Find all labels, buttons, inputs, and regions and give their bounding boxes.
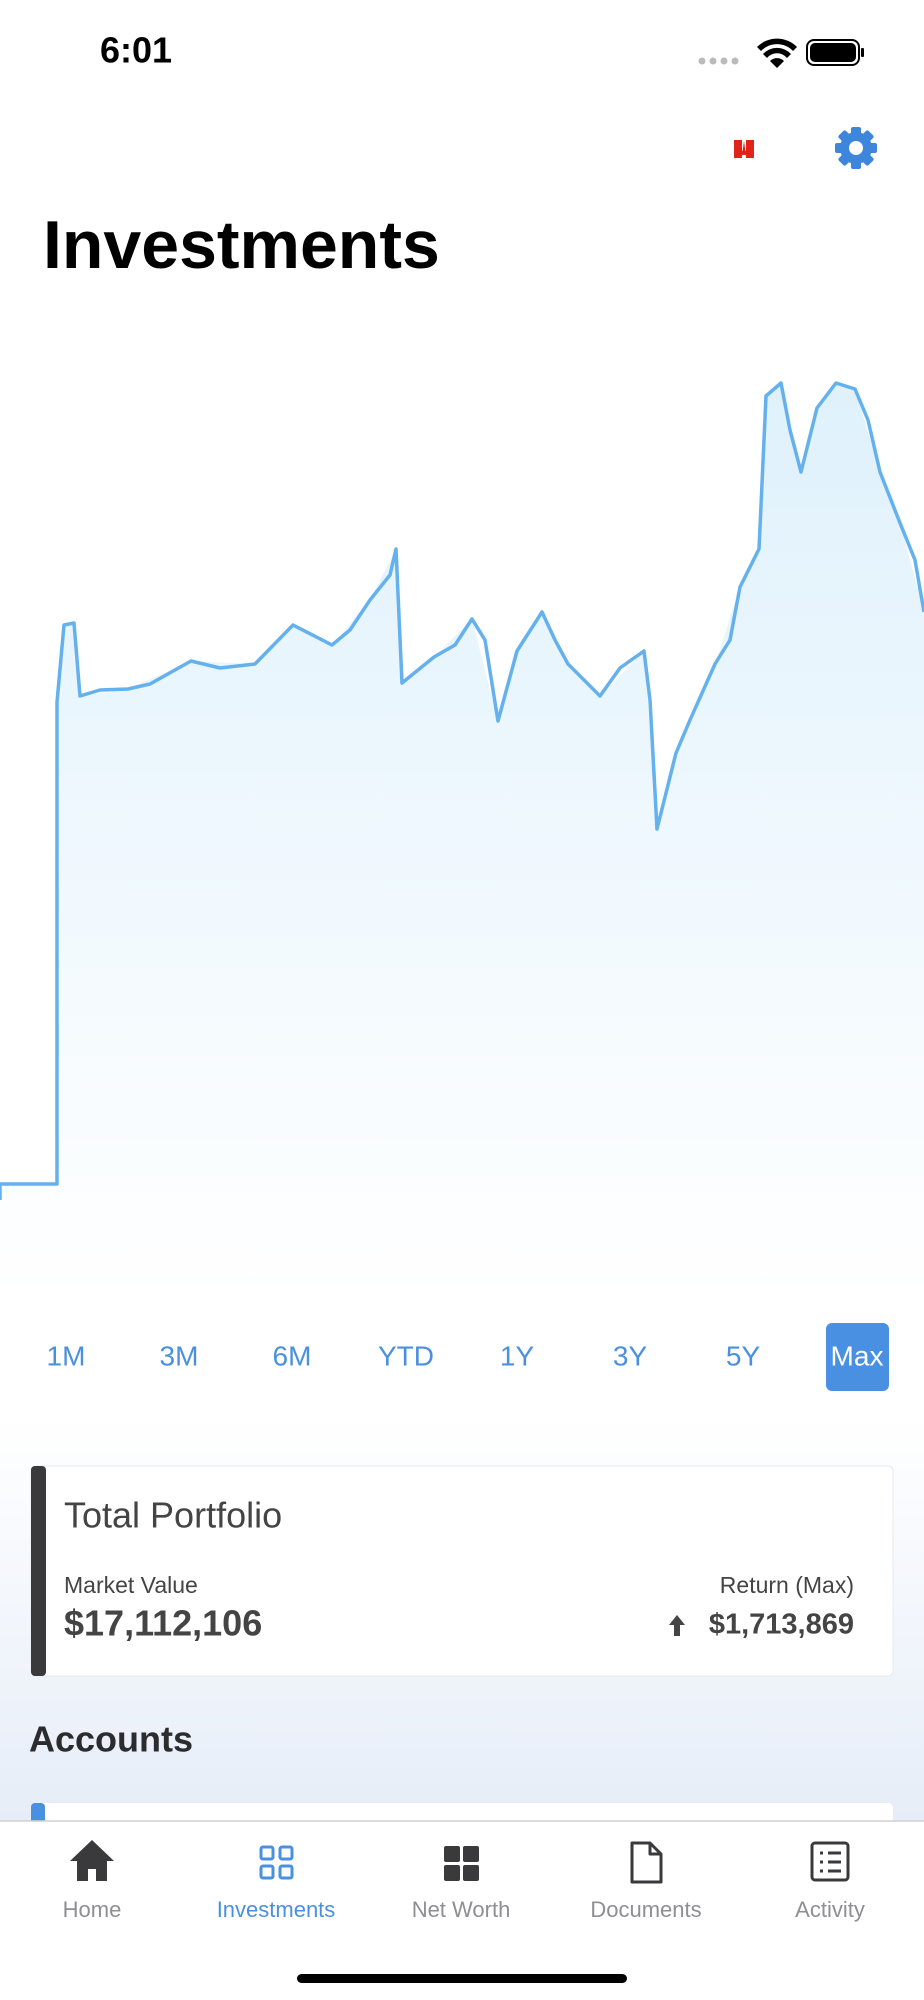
performance-chart [0, 381, 924, 1300]
page-title: Investments [43, 207, 440, 283]
period-button-selected[interactable]: Max [831, 1340, 884, 1371]
period-button[interactable]: YTD [378, 1340, 434, 1371]
tab-icons [70, 1840, 850, 1884]
period-selector: 1M 3M 6M YTD 1Y 3Y 5Y Max [47, 1340, 884, 1371]
period-button[interactable]: 3M [160, 1340, 199, 1371]
tab-bar [0, 1821, 924, 2000]
tab-item[interactable]: Activity [795, 1897, 865, 1922]
period-selected-bg [826, 1323, 889, 1391]
flag-button[interactable] [734, 140, 754, 158]
tab-item[interactable]: Net Worth [412, 1897, 511, 1922]
accounts-heading: Accounts [29, 1719, 193, 1760]
status-time: 6:01 [100, 30, 172, 71]
period-button[interactable]: 6M [273, 1340, 312, 1371]
period-button[interactable]: 5Y [726, 1340, 761, 1371]
return-up-arrow [669, 1615, 685, 1636]
tab-item[interactable]: Documents [590, 1897, 701, 1922]
return-value: $1,713,869 [709, 1609, 854, 1641]
period-button[interactable]: 3Y [613, 1340, 648, 1371]
period-button[interactable]: 1M [47, 1340, 86, 1371]
tab-labels: Home Investments Net Worth Documents Act… [63, 1897, 865, 1922]
return-label: Return (Max) [720, 1572, 854, 1598]
status-icons [698, 38, 864, 68]
market-value-label: Market Value [64, 1572, 198, 1598]
settings-button[interactable] [835, 127, 877, 169]
tab-item-active[interactable]: Investments [217, 1897, 336, 1922]
tab-item[interactable]: Home [63, 1897, 122, 1922]
home-indicator [297, 1974, 627, 1983]
card-title: Total Portfolio [64, 1495, 282, 1536]
market-value: $17,112,106 [64, 1603, 262, 1644]
period-button[interactable]: 1Y [500, 1340, 535, 1371]
portfolio-card[interactable]: Total Portfolio Market Value $17,112,106… [30, 1465, 894, 1677]
